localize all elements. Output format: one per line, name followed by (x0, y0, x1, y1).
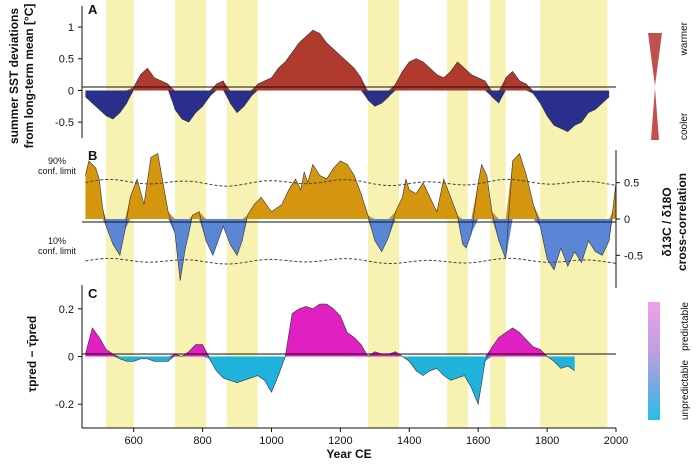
panel-c-area (85, 303, 575, 406)
panel-c-letter: C (88, 286, 98, 301)
x-tick-label-7: 2000 (604, 435, 628, 447)
x-tick-label-5: 1600 (466, 435, 490, 447)
x-tick-label-4: 1400 (397, 435, 421, 447)
panel-c-ytick-label-2: -0.2 (55, 399, 74, 411)
panel-a-ytick-label-1: 0.5 (59, 54, 74, 66)
conf-90-label-line2: conf. limit (38, 166, 77, 176)
predictability-legend: predictable unpredictable (648, 302, 691, 420)
conf-90-label-line1: 90% (48, 156, 66, 166)
highlight-period-4 (447, 0, 468, 428)
x-tick-label-2: 1000 (259, 435, 283, 447)
highlight-periods (106, 0, 608, 428)
panel-b-ytick-label-1: 0 (624, 214, 630, 226)
panel-c-negative-area (85, 356, 575, 405)
panel-a-ytick-label-2: 0 (68, 85, 74, 97)
cooler-wedge (651, 88, 659, 140)
panel-b-ytick-label-2: -0.5 (624, 250, 643, 262)
x-axis-label: Year CE (326, 447, 371, 461)
warmer-wedge (648, 33, 662, 86)
panel-b-letter: B (88, 148, 97, 163)
warmer-label: warmer (679, 21, 690, 56)
x-tick-label-1: 800 (193, 435, 211, 447)
panel-c-ytick-label-0: 0.2 (59, 304, 74, 316)
cooler-label: cooler (679, 112, 690, 140)
conf-limit-10-line (85, 257, 617, 265)
conf-10-label-line2: conf. limit (38, 246, 77, 256)
panel-a-outline (85, 29, 610, 133)
panel-a-ytick-label-3: -0.5 (55, 117, 74, 129)
highlight-period-1 (175, 0, 207, 428)
panel-a-ytick-label-0: 1 (68, 22, 74, 34)
x-tick-label-3: 1200 (328, 435, 352, 447)
panel-a-ylabel-line2: from long-term mean [°C] (22, 4, 36, 149)
predictability-colorbar (648, 302, 660, 420)
panel-b-ylabel-line1: δ13C / δ18O (660, 187, 674, 256)
panel-a-ylabel-line1: summer SST deviations (7, 8, 21, 144)
panel-a-area (85, 29, 610, 133)
panel-b-ytick-label-0: 0.5 (624, 178, 639, 190)
panel-c-ytick-label-1: 0 (68, 352, 74, 364)
warmer-cooler-legend: warmer cooler (648, 21, 690, 140)
panel-b-negative-area (85, 219, 616, 281)
panel-a-positive-area (85, 30, 610, 91)
legend-predictable: predictable (680, 302, 691, 351)
panel-c-predictability: C 0.2 0 -0.2 τpred − τ̄pred predictable un… (25, 285, 691, 429)
panel-c-y-ticks: 0.2 0 -0.2 (55, 304, 82, 411)
panel-a-sst-deviations: A 1 0.5 0 -0.5 summer SST deviations from l… (7, 2, 690, 148)
panel-b-y-ticks: 0.5 0 -0.5 (616, 178, 643, 262)
highlight-period-5 (490, 0, 506, 428)
conf-10-label-line1: 10% (48, 236, 66, 246)
x-tick-label-0: 600 (124, 435, 142, 447)
panel-b-positive-area (85, 153, 616, 219)
conf-limit-90-line (85, 178, 617, 187)
panel-b-ylabel-line2: cross-correlation (675, 173, 689, 271)
legend-unpredictable: unpredictable (680, 360, 691, 420)
panel-c-outline (85, 303, 575, 406)
panel-b-outline (85, 153, 617, 281)
x-axis-ticks: 600 800 1000 1200 1400 1600 1800 2000 (124, 428, 628, 447)
panel-a-y-ticks: 1 0.5 0 -0.5 (55, 22, 82, 129)
x-tick-label-6: 1800 (535, 435, 559, 447)
panel-c-positive-area (85, 304, 575, 357)
panel-b-cross-correlation: B 0.5 0 -0.5 90% conf. limit 10% conf. lim… (38, 148, 689, 288)
panel-a-letter: A (88, 2, 98, 17)
panel-c-ylabel: τpred − τ̄pred (25, 316, 39, 392)
panel-b-area (85, 153, 617, 281)
panel-a-negative-area (85, 90, 610, 132)
